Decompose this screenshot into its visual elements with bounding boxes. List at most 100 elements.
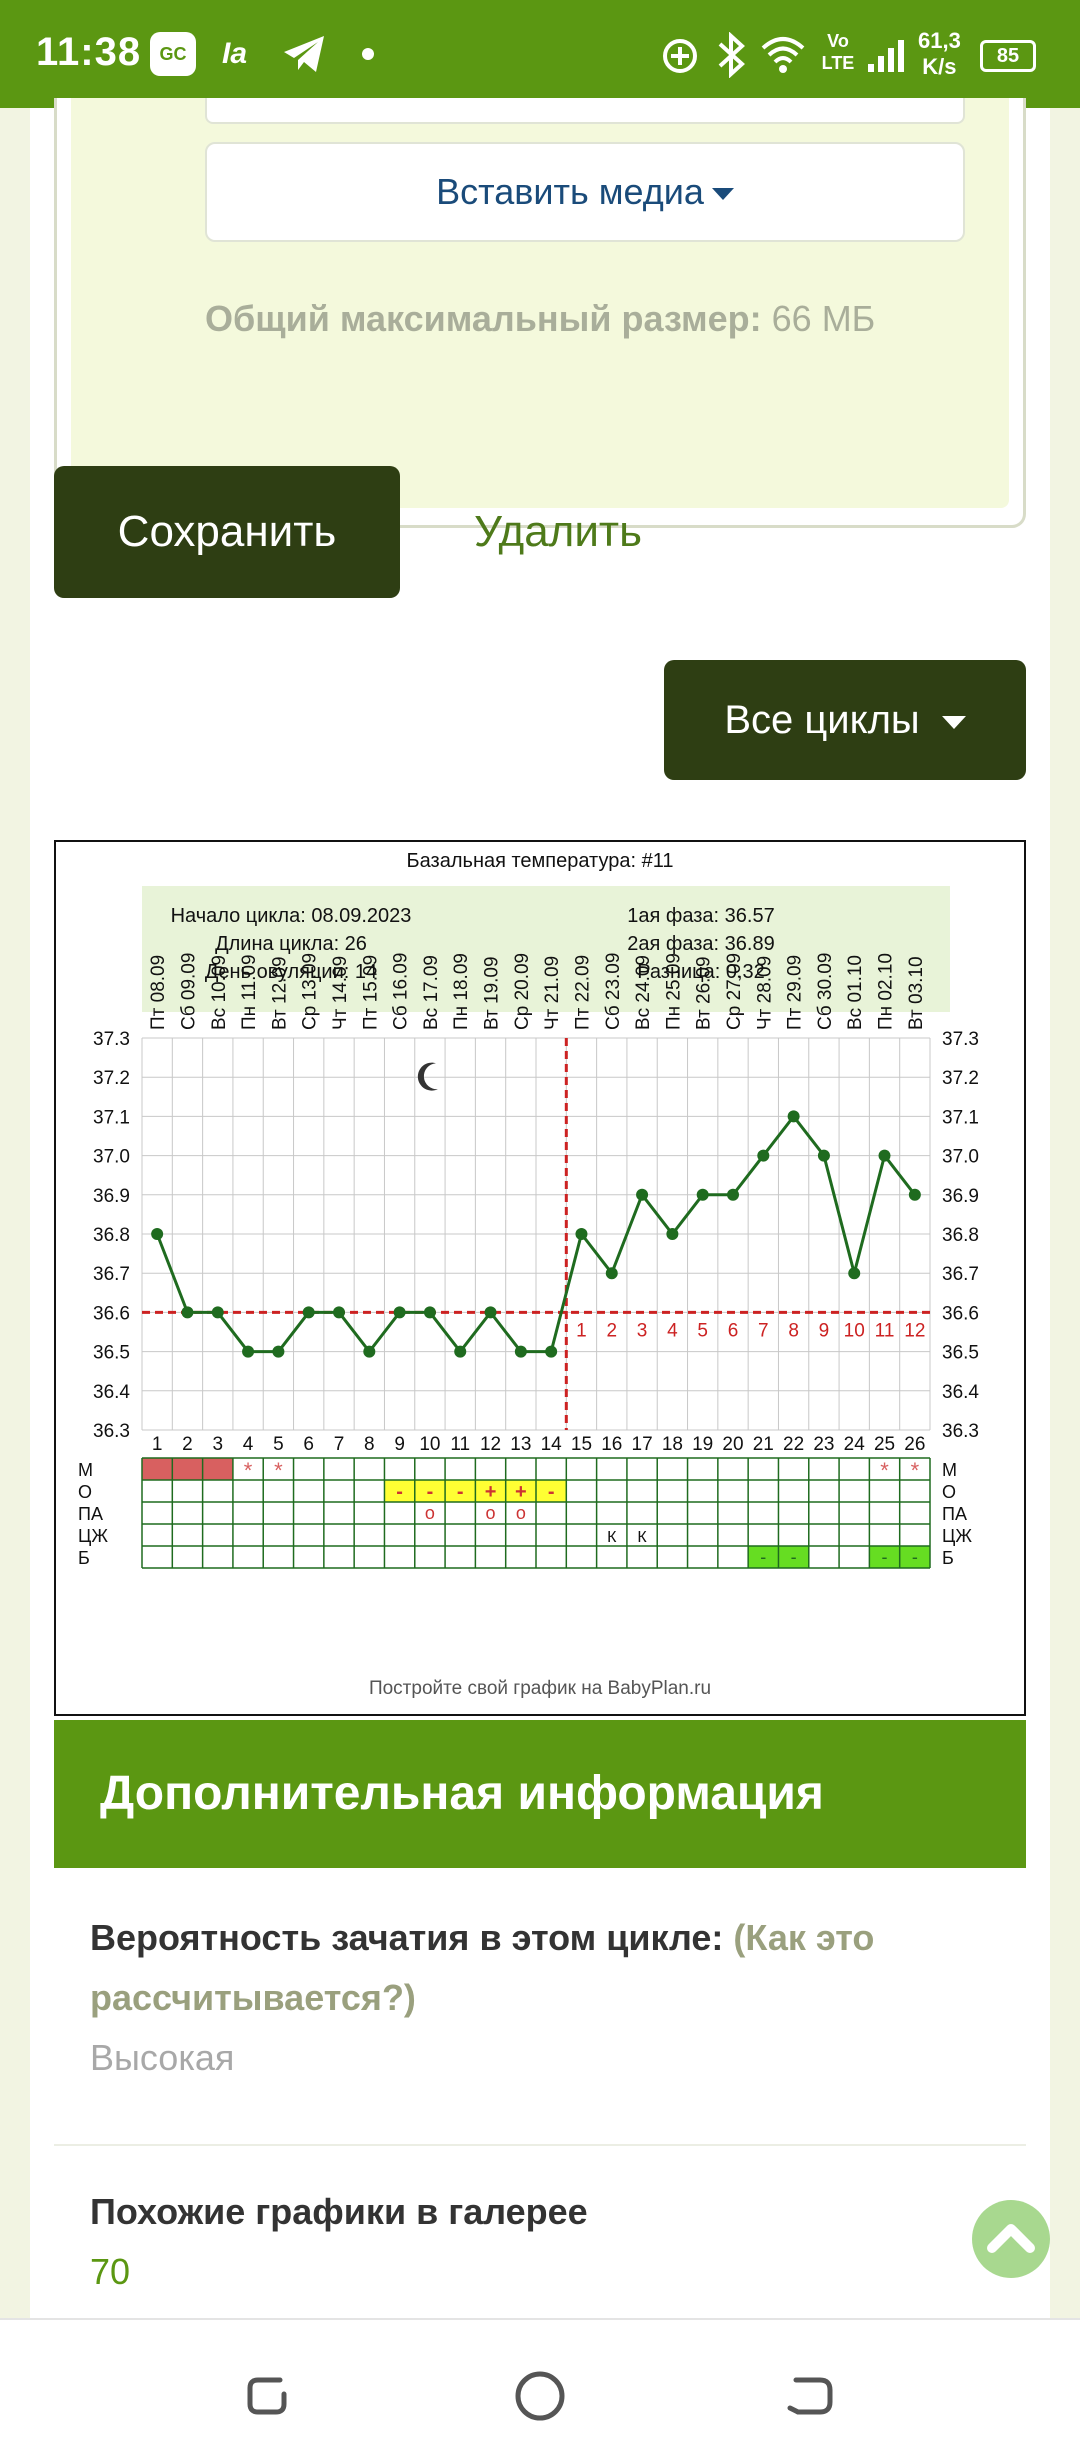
similar-charts-count[interactable]: 70 (90, 2242, 990, 2302)
status-time: 11:38 (36, 30, 141, 75)
mucus-mark: - (427, 1481, 434, 1503)
y-tick-label-right: 36.5 (942, 1343, 979, 1364)
day-number-label: 18 (662, 1434, 683, 1455)
scroll-to-top-button[interactable] (972, 2200, 1050, 2278)
y-tick-label-right: 36.7 (942, 1264, 979, 1285)
phase2-day-label: 1 (576, 1320, 587, 1341)
temperature-point (151, 1228, 163, 1240)
menses-star: * (274, 1458, 283, 1483)
date-label: Пт 08.09 (148, 955, 169, 1030)
temperature-point (757, 1150, 769, 1162)
date-label: Пн 11.09 (239, 954, 260, 1030)
date-label: Вс 17.09 (421, 955, 442, 1030)
y-tick-label-left: 36.6 (93, 1303, 130, 1324)
phase2-day-label: 12 (904, 1320, 925, 1341)
y-tick-label-right: 36.6 (942, 1303, 979, 1324)
delete-button[interactable]: Удалить (474, 466, 694, 598)
data-saver-icon (660, 36, 700, 76)
y-tick-label-right: 37.2 (942, 1068, 979, 1089)
notification-dot-icon (362, 48, 374, 60)
similar-charts: Похожие графики в галерее 70 (90, 2182, 990, 2302)
signal-icon (866, 38, 908, 74)
temperature-point (485, 1306, 497, 1318)
temperature-point (606, 1267, 618, 1279)
day-number-label: 17 (632, 1434, 653, 1455)
day-number-label: 5 (273, 1434, 284, 1455)
temperature-point (454, 1346, 466, 1358)
y-tick-label-right: 36.9 (942, 1186, 979, 1207)
temperature-point (879, 1150, 891, 1162)
day-number-label: 16 (601, 1434, 622, 1455)
menses-star: * (911, 1458, 920, 1483)
date-label: Пн 18.09 (451, 953, 472, 1030)
day-number-label: 1 (152, 1434, 163, 1455)
day-number-label: 26 (904, 1434, 925, 1455)
mucus-mark: - (457, 1481, 464, 1503)
phase2-day-label: 5 (697, 1320, 708, 1341)
y-tick-label-right: 36.4 (942, 1382, 979, 1403)
chart-footer: Постройте свой график на BabyPlan.ru (369, 1678, 711, 1699)
menses-cell (172, 1458, 202, 1480)
y-tick-label-left: 36.3 (93, 1421, 130, 1442)
day-number-label: 24 (844, 1434, 866, 1455)
day-number-label: 14 (541, 1434, 563, 1455)
divider (54, 2144, 1026, 2146)
probability-label: Вероятность зачатия в этом цикле: (90, 1917, 723, 1958)
table-row-label-right: М (942, 1460, 957, 1480)
max-size-label: Общий максимальный размер: (205, 298, 762, 339)
menses-cell (203, 1458, 233, 1480)
gc-app-icon: GC (150, 32, 196, 76)
y-tick-label-left: 36.7 (93, 1264, 130, 1285)
volte-icon: Vo LTE (818, 30, 858, 74)
date-label: Чт 21.09 (542, 956, 563, 1030)
day-number-label: 21 (753, 1434, 774, 1455)
caret-down-icon (712, 188, 734, 200)
max-size-info: Общий максимальный размер: 66 МБ (205, 298, 875, 340)
y-tick-label-left: 37.0 (93, 1147, 130, 1168)
day-number-label: 7 (334, 1434, 345, 1455)
home-icon[interactable] (510, 2370, 570, 2426)
phase2-temp: 2ая фаза: 36.89 (627, 933, 774, 955)
test-mark: - (912, 1547, 918, 1567)
media-panel: Вставить медиа Общий максимальный размер… (54, 98, 1026, 528)
table-row-label-left: Б (78, 1548, 90, 1568)
table-row-label-left: О (78, 1482, 92, 1502)
day-number-label: 2 (182, 1434, 193, 1455)
date-label: Сб 30.09 (815, 953, 836, 1030)
media-panel-inner: Вставить медиа Общий максимальный размер… (71, 98, 1009, 508)
temperature-point (697, 1189, 709, 1201)
telegram-icon (282, 34, 328, 74)
max-size-value: 66 МБ (762, 298, 876, 339)
day-number-label: 10 (419, 1434, 440, 1455)
temperature-point (181, 1306, 193, 1318)
day-number-label: 13 (510, 1434, 531, 1455)
y-tick-label-right: 36.8 (942, 1225, 979, 1246)
insert-media-button[interactable]: Вставить медиа (205, 142, 965, 242)
temperature-point (666, 1228, 678, 1240)
y-tick-label-right: 37.0 (942, 1147, 979, 1168)
date-label: Ср 20.09 (512, 953, 533, 1030)
media-field[interactable] (205, 98, 965, 124)
temperature-point (424, 1306, 436, 1318)
moon-icon (418, 1063, 438, 1091)
temperature-point (636, 1189, 648, 1201)
mucus-mark: + (515, 1481, 527, 1503)
back-icon[interactable] (780, 2370, 840, 2420)
date-label: Ср 13.09 (300, 953, 321, 1030)
mucus-mark: - (548, 1481, 555, 1503)
test-mark: - (791, 1547, 797, 1567)
day-number-label: 15 (571, 1434, 592, 1455)
day-number-label: 20 (722, 1434, 743, 1455)
cervix-mark: К (637, 1529, 647, 1546)
date-label: Чт 28.09 (754, 956, 775, 1030)
day-number-label: 3 (212, 1434, 223, 1455)
day-number-label: 25 (874, 1434, 895, 1455)
cervix-mark: К (607, 1529, 617, 1546)
y-tick-label-left: 37.1 (93, 1107, 130, 1128)
recents-icon[interactable] (240, 2370, 300, 2420)
save-button[interactable]: Сохранить (54, 466, 400, 598)
phase1-temp: 1ая фаза: 36.57 (627, 905, 774, 927)
intercourse-mark: о (516, 1503, 526, 1523)
network-speed: 61,3 K/s (918, 28, 961, 80)
all-cycles-dropdown[interactable]: Все циклы (664, 660, 1026, 780)
